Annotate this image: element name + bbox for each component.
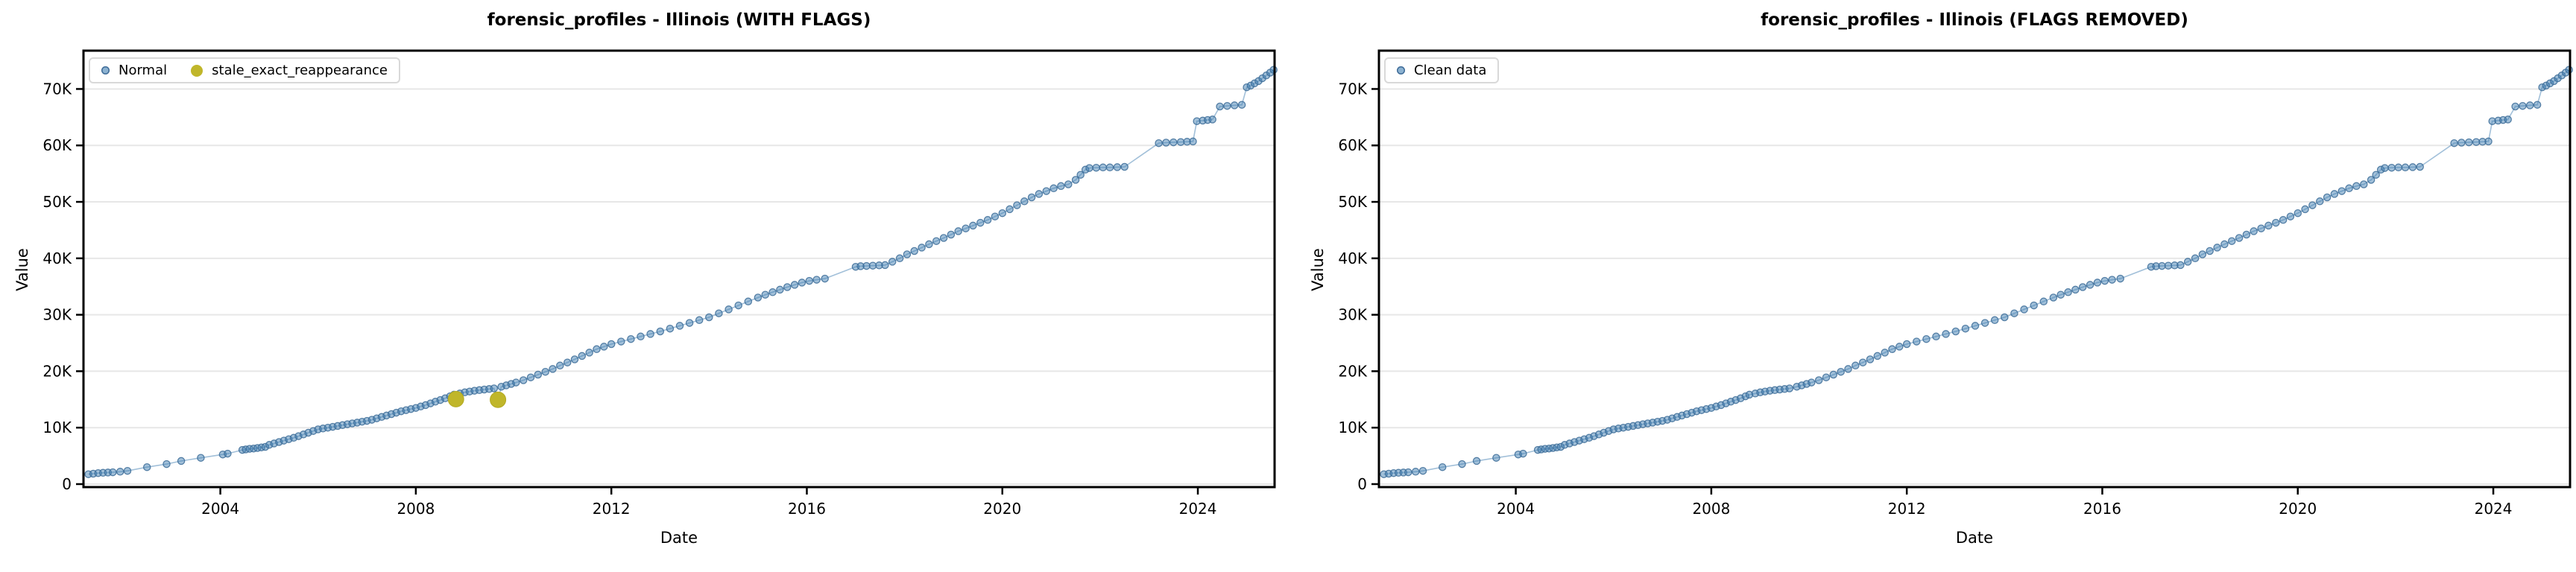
flag-marker-icon	[191, 64, 203, 77]
svg-text:0: 0	[1357, 475, 1367, 493]
legend-item-clean-data: Clean data	[1397, 63, 1486, 78]
legend-label-stale-exact-reappearance: stale_exact_reappearance	[212, 63, 388, 78]
svg-text:40K: 40K	[1338, 250, 1367, 267]
y-axis-label-left: Value	[13, 248, 31, 291]
svg-text:2020: 2020	[983, 500, 1021, 518]
svg-text:30K: 30K	[1338, 306, 1367, 324]
svg-text:50K: 50K	[42, 193, 72, 211]
clean-data-marker-icon	[1397, 66, 1405, 74]
svg-text:2016: 2016	[2083, 500, 2121, 518]
x-axis-label-left: Date	[660, 529, 698, 547]
svg-text:2004: 2004	[201, 500, 239, 518]
chart-canvas-flags-removed: 2004 2008 2012 2016 2020 2024 0 10K 20K 30K 40K 50K…	[1338, 49, 2573, 518]
legend-item-stale-exact-reappearance: stale_exact_reappearance	[191, 63, 388, 78]
svg-text:10K: 10K	[1338, 419, 1367, 436]
chart-title-with-flags: forensic_profiles - Illinois (WITH FLAGS…	[487, 10, 871, 30]
svg-text:40K: 40K	[42, 250, 72, 267]
y-axis-label-right: Value	[1309, 248, 1327, 291]
svg-text:2008: 2008	[1692, 500, 1730, 518]
svg-text:2004: 2004	[1497, 500, 1535, 518]
panel-flags-removed: forensic_profiles - Illinois (FLAGS REMO…	[1288, 0, 2576, 572]
svg-text:50K: 50K	[1338, 193, 1367, 211]
svg-text:20K: 20K	[42, 362, 72, 380]
svg-text:70K: 70K	[42, 80, 72, 98]
normal-marker-icon	[101, 66, 110, 74]
panel-with-flags: forensic_profiles - Illinois (WITH FLAGS…	[13, 10, 1278, 547]
svg-text:2020: 2020	[2279, 500, 2317, 518]
svg-text:70K: 70K	[1338, 80, 1367, 98]
svg-text:2008: 2008	[397, 500, 435, 518]
svg-text:2024: 2024	[1179, 500, 1217, 518]
svg-text:60K: 60K	[1338, 136, 1367, 154]
chart-title-flags-removed: forensic_profiles - Illinois (FLAGS REMO…	[1761, 10, 2188, 30]
x-axis-label-right: Date	[1955, 529, 1994, 547]
legend-item-normal: Normal	[101, 63, 167, 78]
legend-label-normal: Normal	[119, 63, 168, 78]
svg-text:30K: 30K	[42, 306, 72, 324]
svg-text:10K: 10K	[42, 419, 72, 436]
svg-text:60K: 60K	[42, 136, 72, 154]
svg-text:2012: 2012	[1888, 500, 1926, 518]
svg-text:2024: 2024	[2475, 500, 2513, 518]
legend-with-flags: Normal stale_exact_reappearance	[89, 57, 400, 83]
legend-label-clean-data: Clean data	[1414, 63, 1487, 78]
svg-text:0: 0	[62, 475, 72, 493]
svg-text:2012: 2012	[593, 500, 631, 518]
svg-text:20K: 20K	[1338, 362, 1367, 380]
chart-canvas-with-flags: 2004 2008 2012 2016 2020 2024 0 10K 20K 30K 40K 50K…	[42, 49, 1278, 518]
legend-flags-removed: Clean data	[1384, 57, 1500, 83]
svg-text:2016: 2016	[788, 500, 826, 518]
